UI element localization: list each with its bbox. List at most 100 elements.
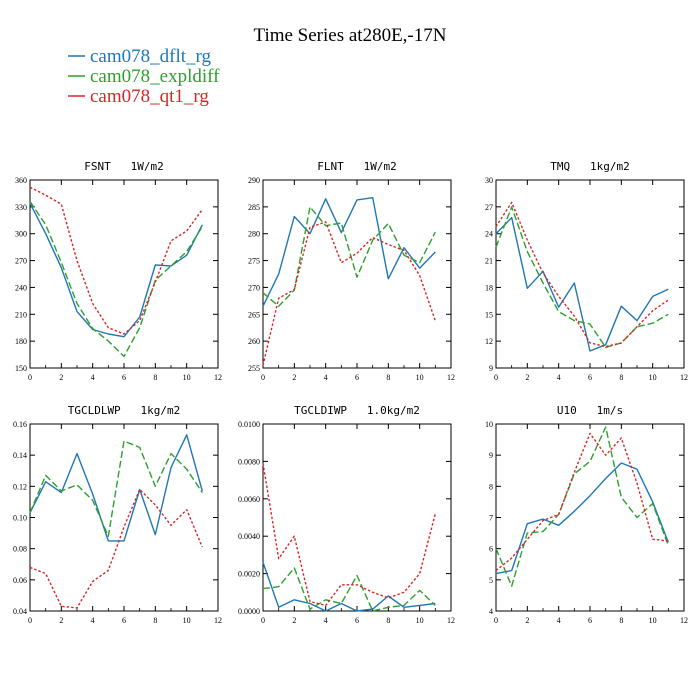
series-line-cam078_dflt_rg — [495, 462, 669, 575]
y-tick-label: 4 — [489, 607, 493, 616]
series-line-cam078_expldiff — [29, 440, 203, 537]
x-tick-label: 6 — [122, 373, 126, 382]
y-tick-label: 360 — [15, 176, 27, 185]
x-tick-label: 8 — [153, 616, 157, 625]
series-line-cam078_dflt_rg — [29, 434, 203, 542]
y-tick-label: 6 — [489, 545, 493, 554]
y-tick-label: 255 — [248, 364, 260, 373]
panel-title: FLNT 1W/m2 — [317, 160, 396, 173]
y-tick-label: 0.0080 — [238, 457, 260, 466]
y-tick-label: 180 — [15, 337, 27, 346]
x-tick-label: 8 — [386, 373, 390, 382]
x-tick-label: 10 — [416, 616, 424, 625]
y-tick-label: 270 — [15, 257, 27, 266]
x-tick-label: 10 — [649, 616, 657, 625]
y-tick-label: 18 — [485, 283, 493, 292]
x-tick-label: 12 — [447, 616, 455, 625]
x-tick-label: 0 — [28, 616, 32, 625]
x-tick-label: 10 — [649, 373, 657, 382]
panel-title: TGCLDLWP 1kg/m2 — [68, 404, 181, 417]
y-tick-label: 0.06 — [13, 576, 27, 585]
x-tick-label: 6 — [588, 616, 592, 625]
series-line-cam078_expldiff — [29, 201, 203, 358]
y-tick-label: 0.16 — [13, 420, 27, 429]
panel-title: TMQ 1kg/m2 — [550, 160, 629, 173]
x-tick-label: 6 — [355, 373, 359, 382]
y-tick-label: 275 — [248, 257, 260, 266]
x-tick-label: 12 — [680, 616, 688, 625]
y-tick-label: 265 — [248, 310, 260, 319]
legend-entry-expldiff: cam078_expldiff — [68, 66, 220, 87]
y-tick-label: 285 — [248, 203, 260, 212]
panel-title: U10 1m/s — [557, 404, 623, 417]
y-tick-label: 290 — [248, 176, 260, 185]
chart-panel-2: FLNT 1W/m2 0 2 4 6 8 10 12 255 260 265 270 275 280 285… — [248, 160, 455, 382]
y-tick-label: 0.10 — [13, 514, 27, 523]
figure-title: Time Series at280E,-17N — [254, 25, 447, 46]
x-tick-label: 6 — [355, 616, 359, 625]
legend: cam078_dflt_rg cam078_expldiff cam078_qt… — [68, 46, 220, 107]
y-tick-label: 210 — [15, 310, 27, 319]
y-tick-label: 0.14 — [13, 451, 27, 460]
series-line-cam078_dflt_rg — [495, 216, 669, 352]
x-tick-label: 2 — [59, 616, 63, 625]
chart-panel-5: TGCLDIWP 1.0kg/m2 0 2 4 6 8 10 12 0.0000 0.0020 0.… — [238, 404, 455, 625]
series-line-cam078_qt1_rg — [495, 201, 669, 348]
y-tick-label: 270 — [248, 283, 260, 292]
legend-entry-qt1: cam078_qt1_rg — [68, 86, 209, 107]
y-tick-label: 260 — [248, 337, 260, 346]
y-tick-label: 240 — [15, 283, 27, 292]
x-tick-label: 6 — [588, 373, 592, 382]
x-tick-label: 4 — [91, 616, 95, 625]
series-line-cam078_expldiff — [495, 206, 669, 349]
y-tick-label: 0.0020 — [238, 570, 260, 579]
y-tick-label: 300 — [15, 230, 27, 239]
x-tick-label: 12 — [680, 373, 688, 382]
x-tick-label: 12 — [214, 373, 222, 382]
x-tick-label: 4 — [557, 616, 561, 625]
x-tick-label: 2 — [59, 373, 63, 382]
y-tick-label: 9 — [489, 364, 493, 373]
x-tick-label: 10 — [416, 373, 424, 382]
x-tick-label: 4 — [324, 616, 328, 625]
x-tick-label: 2 — [525, 373, 529, 382]
panel-title: FSNT 1W/m2 — [84, 160, 163, 173]
panel-title: TGCLDIWP 1.0kg/m2 — [294, 404, 420, 417]
y-tick-label: 0.0060 — [238, 495, 260, 504]
y-tick-label: 0.0000 — [238, 607, 260, 616]
x-tick-label: 0 — [28, 373, 32, 382]
x-tick-label: 8 — [153, 373, 157, 382]
y-tick-label: 12 — [485, 337, 493, 346]
y-tick-label: 0.08 — [13, 545, 27, 554]
x-tick-label: 2 — [292, 373, 296, 382]
series-line-cam078_qt1_rg — [262, 463, 436, 607]
y-tick-label: 0.0100 — [238, 420, 260, 429]
x-tick-label: 4 — [557, 373, 561, 382]
y-tick-label: 15 — [485, 310, 493, 319]
y-tick-label: 0.0040 — [238, 532, 260, 541]
x-tick-label: 8 — [619, 616, 623, 625]
series-line-cam078_qt1_rg — [29, 186, 203, 335]
x-tick-label: 6 — [122, 616, 126, 625]
x-tick-label: 0 — [494, 616, 498, 625]
x-tick-label: 0 — [494, 373, 498, 382]
y-tick-label: 7 — [489, 514, 493, 523]
series-line-cam078_expldiff — [262, 206, 436, 307]
plot-frame — [495, 423, 685, 612]
plot-frame — [262, 423, 452, 612]
y-tick-label: 0.04 — [13, 607, 27, 616]
series-line-cam078_dflt_rg — [29, 202, 203, 338]
y-tick-label: 0.12 — [13, 482, 27, 491]
chart-panel-4: TGCLDLWP 1kg/m2 0 2 4 6 8 10 12 0.04 0.06 0.08 0.10… — [13, 404, 222, 625]
series-line-cam078_expldiff — [262, 567, 436, 612]
legend-label-qt1: cam078_qt1_rg — [90, 86, 209, 107]
y-tick-label: 280 — [248, 230, 260, 239]
series-line-cam078_qt1_rg — [29, 488, 203, 609]
series-line-cam078_dflt_rg — [262, 562, 436, 612]
y-tick-label: 9 — [489, 451, 493, 460]
x-tick-label: 8 — [619, 373, 623, 382]
legend-label-expldiff: cam078_expldiff — [90, 66, 220, 87]
x-tick-label: 0 — [261, 616, 265, 625]
